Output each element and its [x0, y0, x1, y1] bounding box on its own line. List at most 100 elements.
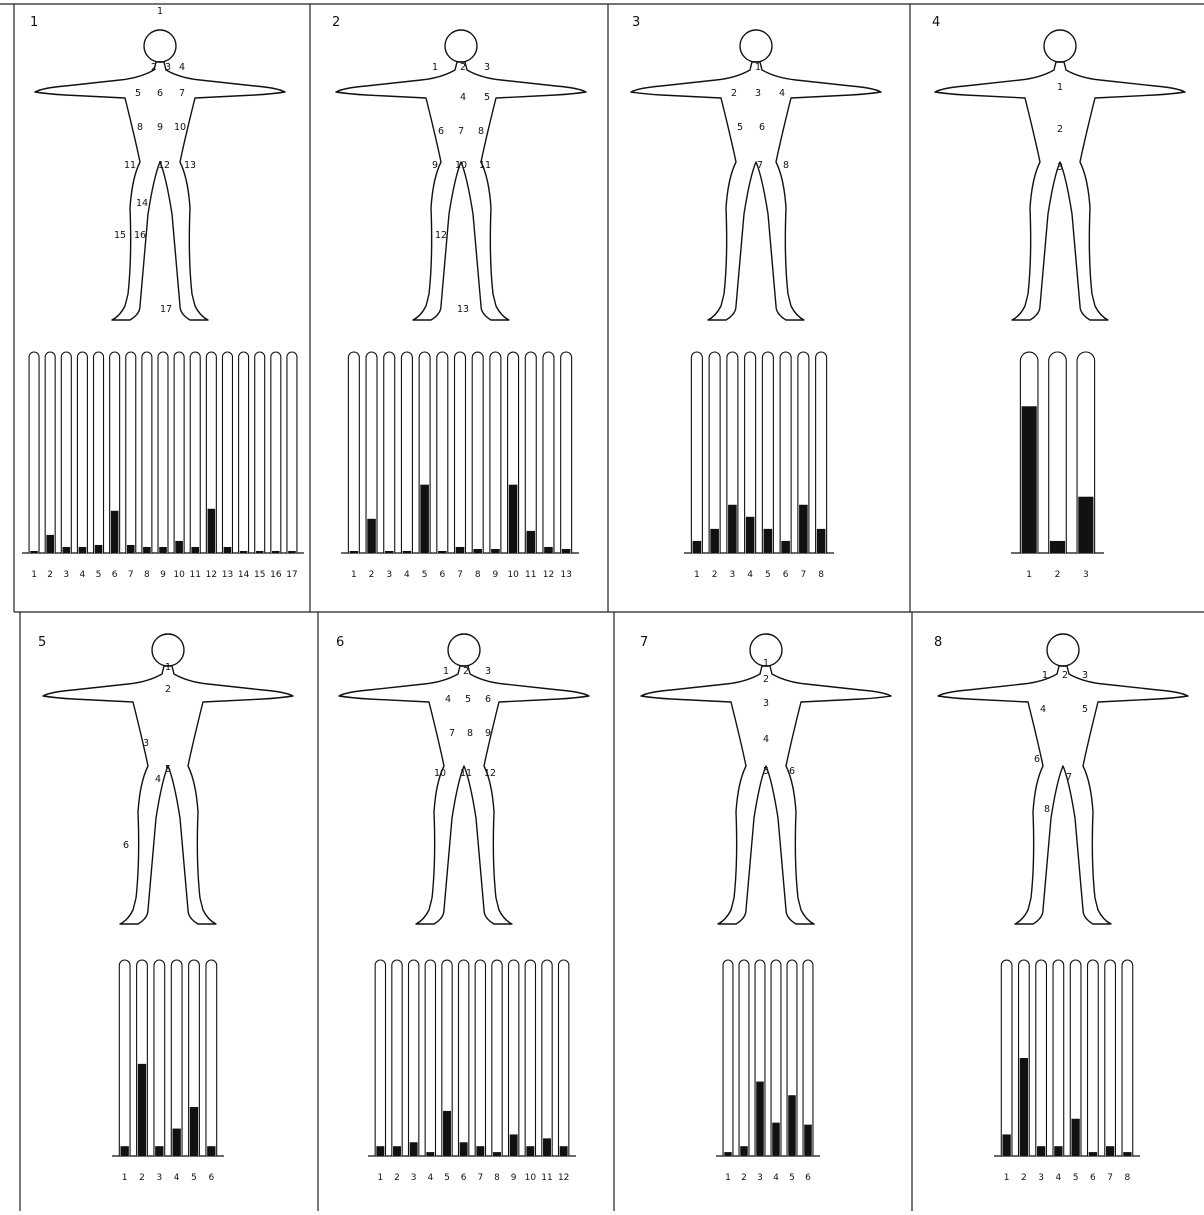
x-tick-label: 3 [411, 1173, 417, 1183]
bar-tube [474, 959, 487, 1156]
body-region-label: 5 [465, 694, 471, 705]
bar-chart: 1 2 3 4 5 6 7 8 9 10 11 12 [368, 959, 576, 1183]
bar-tube [491, 959, 503, 1156]
x-tick-label: 3 [63, 570, 69, 580]
bar-fill [384, 550, 394, 553]
bar-fill [120, 1146, 129, 1156]
panel-number: 3 [632, 15, 640, 30]
bar-tube [802, 959, 814, 1156]
body-region-label: 4 [1040, 704, 1046, 715]
x-tick-label: 1 [1004, 1173, 1010, 1183]
body-region-label: 3 [485, 666, 491, 677]
bar-fill [223, 546, 232, 553]
bar-chart: 1 2 3 4 5 6 7 8 [684, 351, 834, 580]
bar-tube [383, 351, 396, 553]
bar-tube [1035, 959, 1048, 1156]
x-tick-label: 6 [439, 570, 445, 580]
body-region-label: 12 [158, 160, 170, 171]
bar-fill [409, 1142, 418, 1156]
bar-fill [788, 1095, 796, 1156]
body-region-label: 5 [165, 764, 171, 775]
x-tick-label: 3 [1083, 570, 1089, 580]
body-region-label: 7 [179, 88, 185, 99]
bar-fill [724, 1152, 732, 1156]
bar-fill [367, 518, 376, 553]
x-tick-label: 5 [191, 1173, 197, 1183]
x-tick-label: 2 [741, 1173, 747, 1183]
bar-tube [1052, 959, 1065, 1156]
bar-chart: 1 2 3 4 5 6 7 8 [994, 959, 1140, 1183]
x-tick-label: 13 [560, 570, 571, 580]
x-tick-label: 4 [1056, 1173, 1062, 1183]
bar-fill [455, 546, 465, 553]
x-tick-label: 7 [457, 570, 463, 580]
bar-fill [288, 550, 296, 553]
bar-fill [526, 1146, 535, 1156]
body-region-label: 5 [484, 92, 490, 103]
body-region-label: 1 [432, 62, 438, 73]
body-region-label: 9 [485, 728, 491, 739]
bar-fill [155, 1146, 164, 1156]
x-tick-label: 2 [139, 1173, 145, 1183]
bar-fill [94, 544, 103, 553]
x-tick-label: 2 [394, 1173, 400, 1183]
bar-tube [286, 351, 298, 553]
body-region-label: 3 [755, 88, 761, 99]
body-region-label: 9 [157, 122, 163, 133]
bar-fill [78, 546, 87, 553]
x-tick-label: 13 [222, 570, 233, 580]
body-region-label: 2 [463, 666, 469, 677]
x-tick-label: 1 [725, 1173, 731, 1183]
bar-fill [62, 546, 71, 553]
x-tick-label: 5 [422, 570, 428, 580]
x-tick-label: 4 [174, 1173, 180, 1183]
x-tick-label: 11 [190, 570, 201, 580]
x-tick-label: 7 [477, 1173, 483, 1183]
bar-chart: 1 2 3 [1011, 351, 1104, 580]
bar-tube [374, 959, 387, 1156]
human-figure-outline [630, 29, 882, 321]
bar-fill [491, 548, 500, 553]
body-region-label: 13 [457, 304, 469, 315]
body-region-label: 14 [136, 198, 148, 209]
x-tick-label: 4 [773, 1173, 779, 1183]
bar-tube [507, 959, 520, 1156]
x-tick-label: 12 [206, 570, 217, 580]
body-region-label: 7 [458, 126, 464, 137]
bar-fill [1019, 1058, 1029, 1156]
bar-tube [761, 351, 774, 553]
bar-tube [254, 351, 266, 553]
x-tick-label: 7 [801, 570, 807, 580]
x-tick-label: 1 [694, 570, 700, 580]
human-figure-outline [335, 29, 587, 321]
panel-4: 4 1 2 3 1 2 3 [932, 15, 1186, 580]
bar-fill [189, 1107, 199, 1156]
body-region-label: 12 [484, 768, 496, 779]
body-region-label: 4 [179, 62, 185, 73]
x-tick-label: 8 [1125, 1173, 1131, 1183]
body-region-label: 6 [1034, 754, 1040, 765]
human-figure-outline [934, 29, 1186, 321]
x-tick-label: 1 [351, 570, 357, 580]
x-tick-label: 6 [208, 1173, 214, 1183]
bar-chart: 1 2 3 4 5 6 7 8 9 10 11 12 13 14 15 16 17 [22, 351, 304, 580]
bar-tube [557, 959, 570, 1156]
x-tick-label: 9 [160, 570, 166, 580]
bar-fill [126, 544, 135, 553]
bar-tube [365, 351, 378, 553]
bar-tube [524, 959, 537, 1156]
panel-number: 4 [932, 15, 940, 30]
body-region-label: 2 [1057, 124, 1063, 135]
body-region-label: 1 [763, 658, 769, 669]
bar-fill [207, 508, 216, 553]
bar-fill [443, 1110, 451, 1156]
bar-tube [1104, 959, 1117, 1156]
x-tick-label: 1 [377, 1173, 383, 1183]
body-region-label: 11 [479, 160, 491, 171]
x-tick-label: 5 [444, 1173, 450, 1183]
x-tick-label: 8 [818, 570, 824, 580]
bar-fill [349, 550, 359, 553]
